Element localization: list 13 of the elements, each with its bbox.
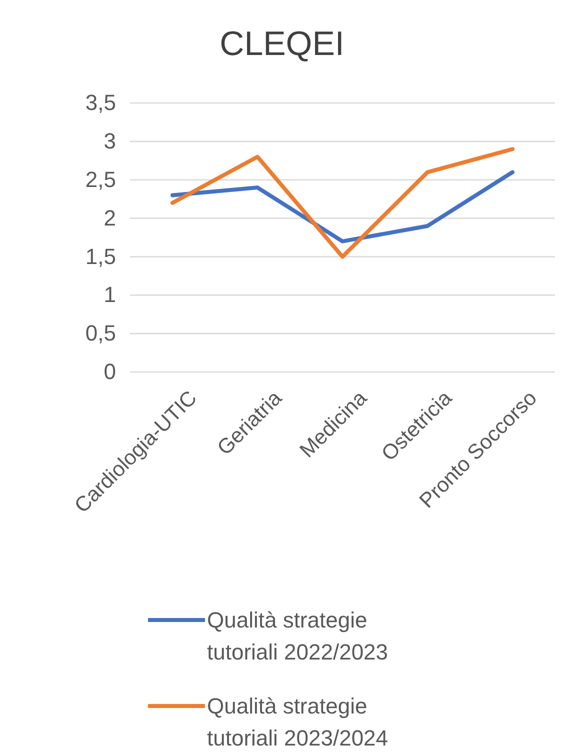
y-tick-label: 3,5 xyxy=(85,90,116,116)
legend-label: Qualità strategie tutoriali 2023/2024 xyxy=(207,694,388,751)
y-tick-label: 1,5 xyxy=(85,244,116,269)
y-tick-label: 1 xyxy=(104,282,116,308)
y-tick-label: 2,5 xyxy=(85,166,116,192)
legend-label: Qualità strategie tutoriali 2022/2023 xyxy=(207,608,388,665)
line-series xyxy=(170,170,514,244)
chart-title: CLEQEI xyxy=(220,25,344,63)
y-tick-label: 0 xyxy=(104,359,116,384)
y-tick-label: 3 xyxy=(104,128,116,154)
line-series xyxy=(170,147,514,259)
y-tick-label: 0,5 xyxy=(85,320,116,346)
y-tick-label: 2 xyxy=(104,205,116,230)
